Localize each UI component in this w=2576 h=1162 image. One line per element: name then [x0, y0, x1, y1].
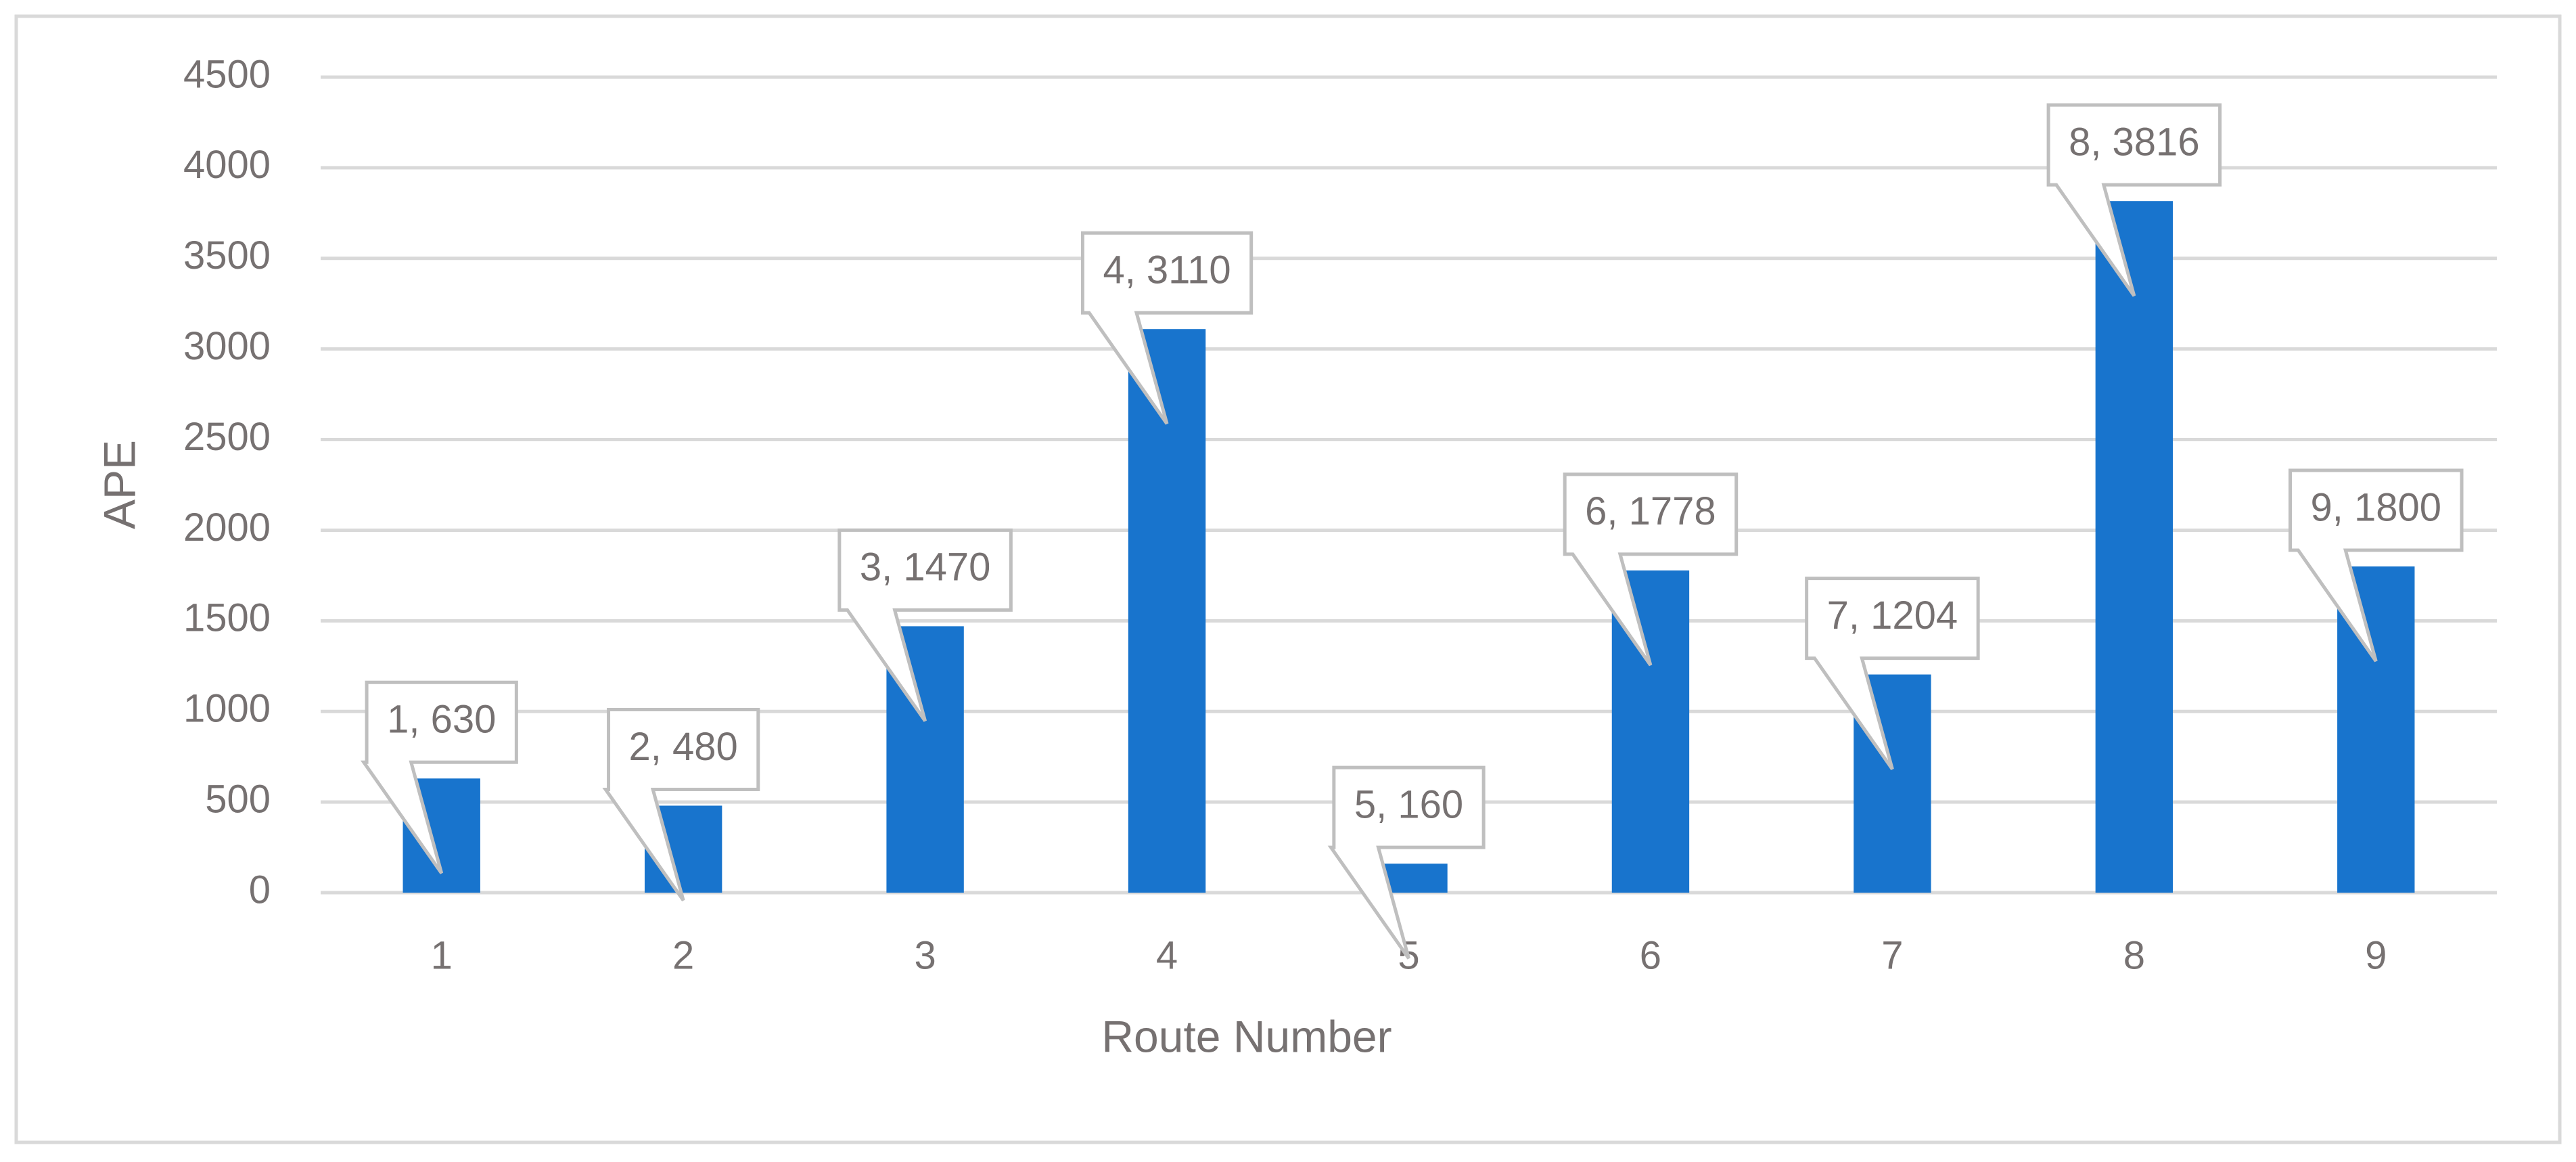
y-tick-label: 3000: [183, 324, 271, 368]
y-axis-title: APE: [94, 440, 144, 529]
y-tick-label: 2000: [183, 506, 271, 550]
callout-box: [1805, 577, 1980, 771]
x-tick-label: 3: [914, 933, 936, 977]
data-callout: 4, 3110: [1080, 231, 1254, 425]
callout-box: [2046, 103, 2222, 297]
bar: [1128, 329, 1206, 893]
y-tick-label: 2500: [183, 415, 271, 459]
data-callout: 8, 3816: [2046, 103, 2222, 297]
data-callout: 2, 480: [602, 707, 760, 901]
data-callout: 6, 1778: [1563, 472, 1739, 667]
data-label: 5, 160: [1354, 782, 1463, 826]
x-tick-label: 6: [1640, 933, 1661, 977]
data-label: 3, 1470: [860, 545, 991, 589]
x-axis-title: Route Number: [1101, 1011, 1392, 1061]
x-tick-label: 2: [672, 933, 694, 977]
callout-box: [837, 528, 1013, 722]
data-callout: 5, 160: [1327, 765, 1486, 960]
bar: [2095, 201, 2174, 893]
data-label: 2, 480: [629, 725, 738, 769]
x-tick-label: 8: [2123, 933, 2145, 977]
x-tick-label: 9: [2365, 933, 2387, 977]
data-label: 1, 630: [387, 698, 496, 742]
data-label: 7, 1204: [1827, 594, 1958, 638]
callout-box: [602, 707, 760, 901]
callout-box: [1080, 231, 1254, 425]
data-callout: 1, 630: [360, 680, 518, 874]
data-label: 4, 3110: [1103, 248, 1230, 292]
callout-box: [2288, 468, 2464, 663]
data-callout: 3, 1470: [837, 528, 1013, 722]
x-tick-label: 4: [1156, 933, 1178, 977]
callout-box: [1563, 472, 1739, 667]
y-tick-label: 500: [205, 777, 271, 821]
y-tick-label: 1000: [183, 687, 271, 731]
data-callout: 7, 1204: [1805, 577, 1980, 771]
callout-box: [360, 680, 518, 874]
y-tick-label: 3500: [183, 233, 271, 277]
y-tick-label: 4500: [183, 52, 271, 96]
y-tick-label: 0: [249, 868, 271, 912]
x-tick-label: 7: [1881, 933, 1903, 977]
data-label: 8, 3816: [2069, 120, 2200, 164]
y-tick-label: 1500: [183, 596, 271, 640]
y-tick-label: 4000: [183, 143, 271, 187]
callout-box: [1327, 765, 1486, 960]
data-label: 9, 1800: [2311, 485, 2442, 529]
data-label: 6, 1778: [1585, 489, 1716, 533]
data-callout: 9, 1800: [2288, 468, 2464, 663]
x-tick-label: 1: [431, 933, 453, 977]
